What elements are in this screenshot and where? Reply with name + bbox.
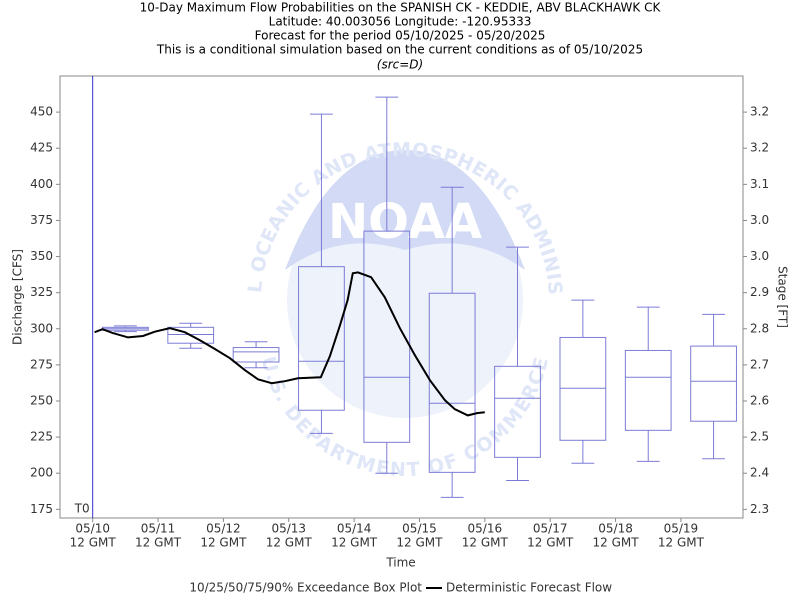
y2-axis-label: Stage [FT]: [776, 266, 790, 328]
y2-tick-label: 3.0: [750, 213, 769, 227]
y2-tick-label: 3.0: [750, 249, 769, 263]
legend-label: 10/25/50/75/90% Exceedance Box Plot: [189, 581, 422, 595]
box: [232, 347, 280, 363]
x-tick-label: 05/14: [337, 522, 372, 536]
x-tick-sublabel: 12 GMT: [396, 536, 443, 550]
y2-tick-label: 3.2: [750, 105, 769, 119]
y-tick-label: 300: [30, 321, 53, 335]
x-tick-label: 05/17: [533, 522, 568, 536]
y-tick-label: 400: [30, 177, 53, 191]
y-tick-label: 225: [30, 430, 53, 444]
watermark: NOAA NATIONAL OCEANIC AND ATMOSPHERIC AD…: [0, 0, 566, 481]
y-tick-label: 425: [30, 141, 53, 155]
box: [167, 326, 215, 344]
y2-tick-label: 2.9: [750, 285, 769, 299]
source-note: (src=D): [377, 58, 423, 72]
x-tick-label: 05/16: [468, 522, 503, 536]
box: [428, 292, 476, 473]
watermark-logo: NOAA: [328, 194, 482, 250]
box: [298, 266, 345, 411]
box: [494, 365, 541, 458]
x-tick-label: 05/18: [598, 522, 633, 536]
forecast-line: [94, 271, 485, 417]
x-tick-sublabel: 12 GMT: [658, 536, 705, 550]
x-axis-label: Time: [385, 556, 415, 570]
y2-tick-label: 2.4: [750, 466, 769, 480]
legend-label: Deterministic Forecast Flow: [446, 581, 612, 595]
x-tick-sublabel: 12 GMT: [70, 536, 117, 550]
box: [624, 349, 672, 431]
x-tick-sublabel: 12 GMT: [527, 536, 574, 550]
y2-tick-label: 2.8: [750, 321, 769, 335]
y2-tick-label: 2.5: [750, 430, 769, 444]
x-tick-label: 05/19: [664, 522, 699, 536]
x-tick-label: 05/11: [141, 522, 176, 536]
y-axis-label: Discharge [CFS]: [11, 249, 25, 345]
box: [363, 230, 411, 443]
box: [690, 345, 737, 422]
x-tick-sublabel: 12 GMT: [462, 536, 509, 550]
y-tick-label: 200: [30, 466, 53, 480]
x-tick-label: 05/10: [75, 522, 110, 536]
chart-title: 10-Day Maximum Flow Probabilities on the…: [140, 1, 662, 15]
y-tick-label: 250: [30, 394, 53, 408]
subtitle: Forecast for the period 05/10/2025 - 05/…: [255, 29, 546, 43]
x-tick-sublabel: 12 GMT: [331, 536, 378, 550]
box: [559, 336, 607, 441]
y-tick-label: 175: [30, 502, 53, 516]
x-tick-sublabel: 12 GMT: [593, 536, 640, 550]
x-tick-label: 05/13: [271, 522, 306, 536]
subtitle: Latitude: 40.003056 Longitude: -120.9533…: [269, 15, 532, 29]
y2-tick-label: 3.1: [750, 177, 769, 191]
y2-tick-label: 3.2: [750, 141, 769, 155]
watermark-bird: [285, 150, 525, 270]
x-tick-label: 05/15: [402, 522, 437, 536]
y2-tick-label: 2.7: [750, 357, 769, 371]
x-tick-sublabel: 12 GMT: [135, 536, 182, 550]
plot-frame: [59, 75, 744, 519]
y-tick-label: 450: [30, 105, 53, 119]
t0-label: T0: [74, 502, 90, 516]
y-tick-label: 275: [30, 357, 53, 371]
y-tick-label: 325: [30, 285, 53, 299]
x-tick-sublabel: 12 GMT: [266, 536, 313, 550]
y2-tick-label: 2.6: [750, 394, 769, 408]
y-tick-label: 375: [30, 213, 53, 227]
y2-tick-label: 2.3: [750, 502, 769, 516]
y-tick-label: 350: [30, 249, 53, 263]
x-tick-sublabel: 12 GMT: [200, 536, 247, 550]
x-tick-label: 05/12: [206, 522, 241, 536]
subtitle: This is a conditional simulation based o…: [156, 43, 643, 57]
